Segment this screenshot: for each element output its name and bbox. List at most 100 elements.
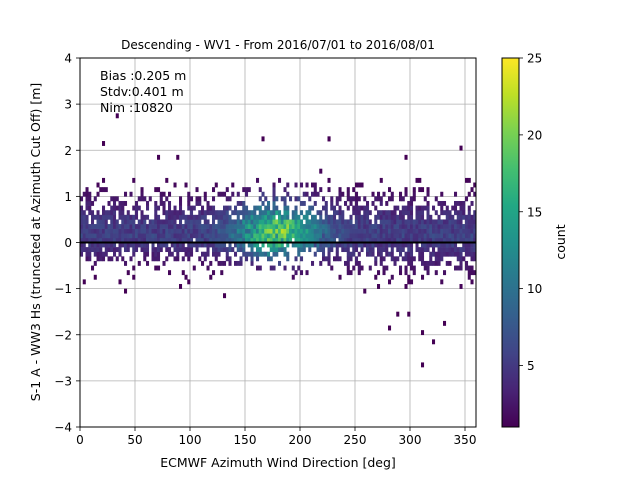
heatmap-cell [437, 256, 441, 262]
heatmap-cell [382, 256, 386, 262]
y-tick-label: −4 [54, 421, 72, 435]
heatmap-cell [173, 256, 177, 262]
heatmap-cell [258, 224, 262, 229]
heatmap-cell [338, 214, 342, 220]
heatmap-cell [217, 219, 221, 225]
heatmap-cell [107, 214, 111, 220]
heatmap-cell [242, 247, 246, 253]
heatmap-cell [170, 214, 174, 220]
heatmap-cell [113, 228, 117, 234]
heatmap-cell [410, 219, 414, 225]
heatmap-cell-outlier [421, 362, 425, 368]
heatmap-cell [426, 228, 430, 234]
heatmap-cell [294, 214, 298, 220]
heatmap-cell [267, 233, 271, 239]
heatmap-cell [236, 214, 240, 220]
heatmap-cell [264, 196, 268, 202]
heatmap-cell [357, 224, 361, 229]
heatmap-cell [327, 256, 331, 262]
heatmap-cell [146, 233, 150, 239]
heatmap-cell [154, 219, 158, 225]
heatmap-cell [148, 224, 152, 229]
heatmap-cell [319, 237, 323, 243]
heatmap-cell [104, 187, 108, 193]
heatmap-cell [434, 228, 438, 234]
heatmap-cell [333, 228, 337, 234]
heatmap-cell [423, 219, 427, 225]
heatmap-cell [291, 242, 295, 248]
heatmap-cell [421, 214, 425, 220]
heatmap-cell [305, 219, 309, 225]
heatmap-cell [201, 205, 205, 211]
heatmap-cell [421, 187, 425, 193]
heatmap-cell [465, 177, 469, 183]
heatmap-cell [157, 219, 161, 225]
heatmap-cell [107, 256, 111, 262]
heatmap-cell [404, 187, 408, 193]
colorbar-label: count [553, 224, 568, 259]
heatmap-cell [316, 191, 320, 197]
heatmap-cell [291, 265, 295, 271]
heatmap-cell [311, 191, 315, 197]
heatmap-cell [107, 228, 111, 234]
heatmap-cell [459, 214, 463, 220]
heatmap-cell [302, 242, 306, 248]
heatmap-cell [118, 228, 122, 234]
heatmap-cell [264, 205, 268, 211]
heatmap-cell [115, 219, 119, 225]
heatmap-cell [313, 251, 317, 257]
heatmap-cell [264, 251, 268, 257]
heatmap-cell [201, 224, 205, 229]
heatmap-cell [110, 233, 114, 239]
heatmap-cell [426, 191, 430, 197]
heatmap-cell [440, 210, 444, 216]
heatmap-cell [426, 260, 430, 266]
heatmap-cell [107, 210, 111, 216]
heatmap-cell [132, 274, 136, 280]
heatmap-cell [275, 205, 279, 211]
heatmap-cell [316, 224, 320, 229]
heatmap-cell [286, 219, 290, 225]
x-tick-label: 50 [127, 433, 142, 447]
heatmap-cell [311, 242, 315, 248]
heatmap-cell [124, 224, 128, 229]
heatmap-cell [327, 233, 331, 239]
heatmap-cell [434, 219, 438, 225]
heatmap-cell [311, 182, 315, 188]
heatmap-cell [286, 237, 290, 243]
heatmap-cell [258, 233, 262, 239]
heatmap-cell [388, 187, 392, 193]
heatmap-cell [140, 191, 144, 197]
heatmap-cell [269, 237, 273, 243]
heatmap-cell [269, 228, 273, 234]
heatmap-cell [173, 237, 177, 243]
heatmap-cell [231, 182, 235, 188]
heatmap-cell [96, 251, 100, 257]
heatmap-cell [333, 256, 337, 262]
heatmap-cell [162, 233, 166, 239]
heatmap-cell [82, 228, 86, 234]
heatmap-cell [445, 233, 449, 239]
heatmap-cell [401, 233, 405, 239]
heatmap-cell [239, 210, 243, 216]
heatmap-cell [126, 270, 130, 276]
heatmap-cell [426, 214, 430, 220]
heatmap-cell [349, 219, 353, 225]
heatmap-cell [418, 224, 422, 229]
heatmap-cell [236, 237, 240, 243]
heatmap-cell [192, 233, 196, 239]
heatmap-cell [371, 224, 375, 229]
heatmap-cell [357, 196, 361, 202]
heatmap-cell [256, 242, 260, 248]
heatmap-cell [283, 228, 287, 234]
heatmap-cell [432, 228, 436, 234]
heatmap-cell [388, 251, 392, 257]
heatmap-cell [93, 274, 97, 280]
heatmap-cell [429, 242, 433, 248]
heatmap-cell [456, 228, 460, 234]
heatmap-cell [132, 228, 136, 234]
heatmap-cell-outlier [327, 136, 331, 142]
heatmap-cell [371, 242, 375, 248]
heatmap-cell [390, 233, 394, 239]
heatmap-cell [415, 214, 419, 220]
